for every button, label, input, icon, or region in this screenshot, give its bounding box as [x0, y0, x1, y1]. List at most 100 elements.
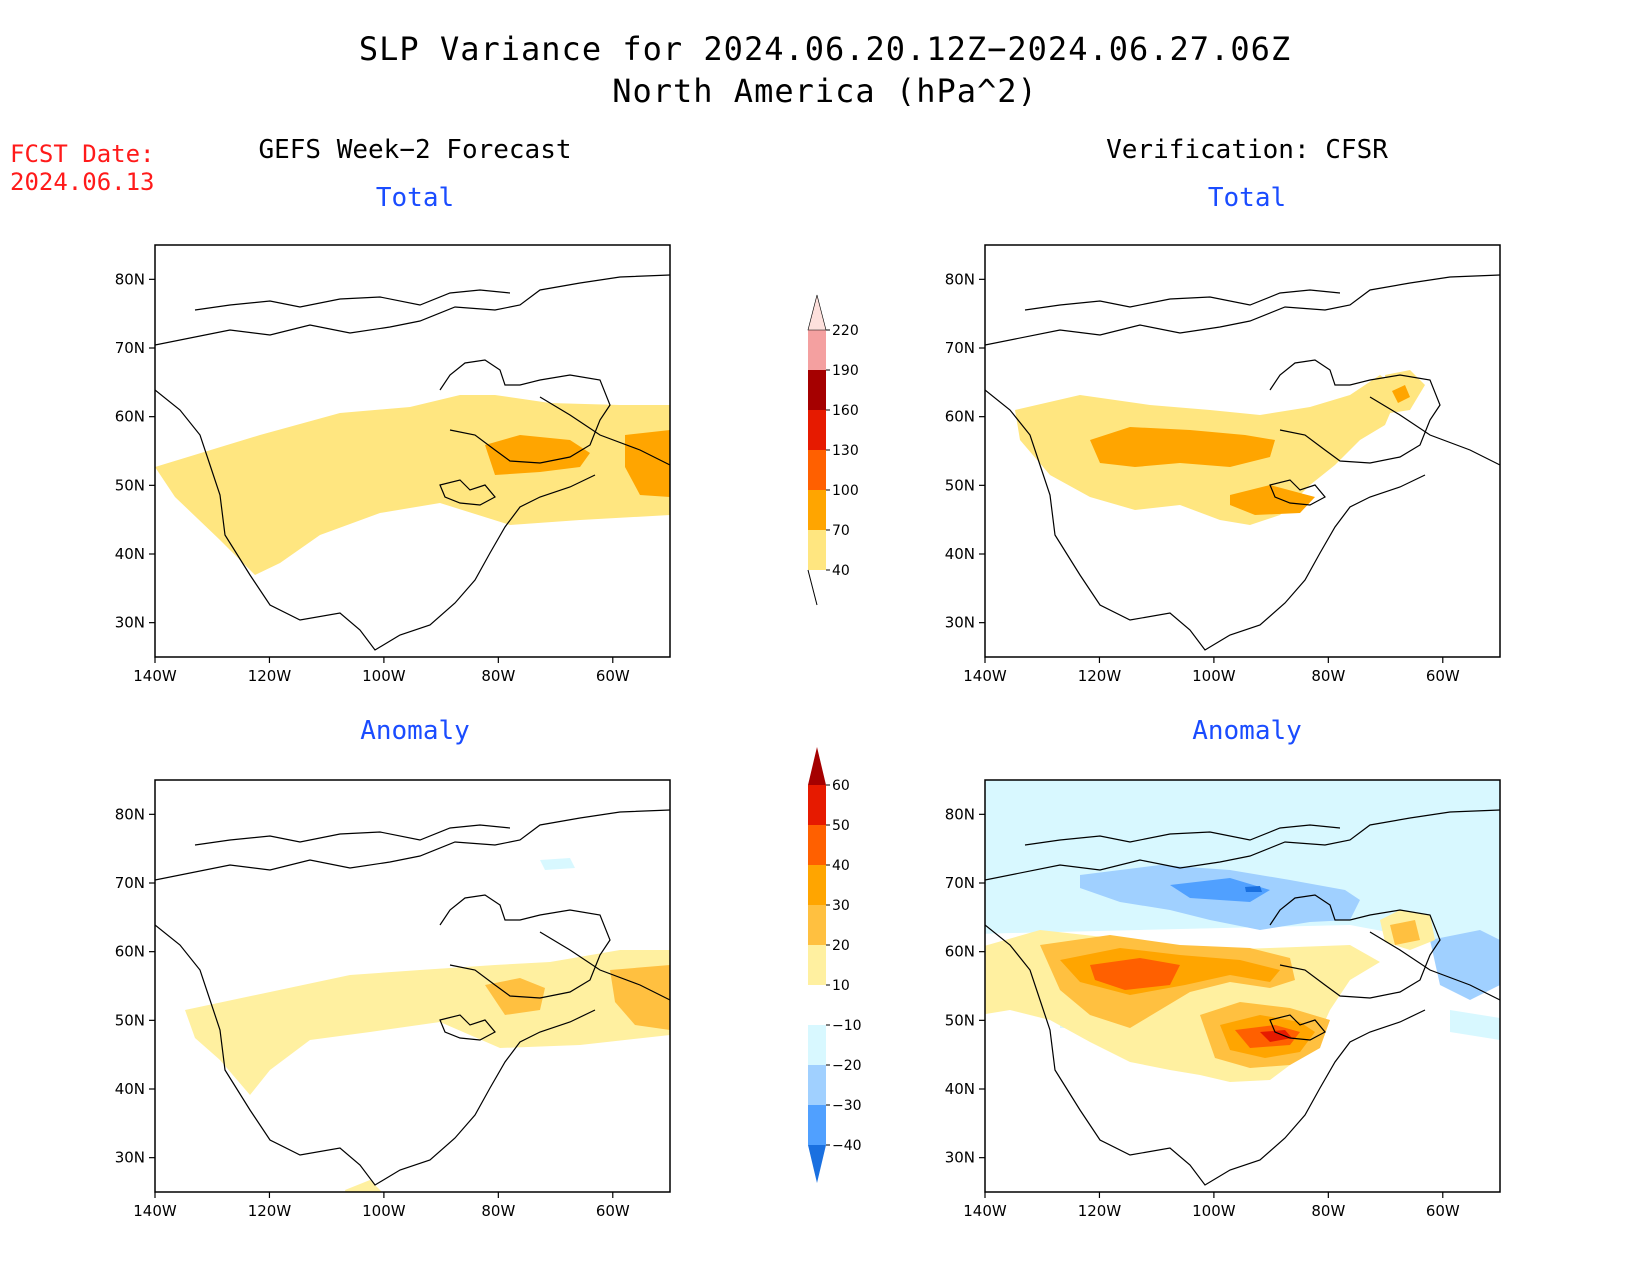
anomaly-negative-region — [985, 920, 1500, 940]
coastline — [155, 274, 670, 346]
lon-tick-label: 140W — [133, 667, 177, 685]
colorbar-label: 70 — [832, 523, 850, 539]
main-title: SLP Variance for 2024.06.20.12Z−2024.06.… — [358, 30, 1292, 68]
lon-tick-label: 100W — [362, 667, 406, 685]
colorbar-label: 40 — [832, 858, 850, 874]
labrador-coastline — [539, 396, 670, 466]
anomaly-negative-region — [540, 858, 575, 870]
colorbar-label: −40 — [832, 1138, 862, 1154]
lat-tick-label: 40N — [945, 545, 975, 563]
hudson-bay-coastline — [439, 359, 611, 464]
anomaly-minus20-region — [1430, 930, 1500, 1000]
verification-total-map: 80N 70N 60N 50N 40N 30N 140W 120W 100W 80W 60W — [930, 244, 1501, 685]
lon-tick-label: 60W — [596, 1202, 630, 1220]
colorbar-label: 100 — [832, 483, 859, 499]
lat-tick-label: 60N — [115, 943, 145, 961]
colorbar-label: 130 — [832, 443, 859, 459]
left-column-heading: GEFS Week−2 Forecast — [258, 135, 572, 165]
colorbar-label: 20 — [832, 938, 850, 954]
colorbar-label: 190 — [832, 363, 859, 379]
lon-tick-label: 60W — [596, 667, 630, 685]
coastline — [155, 389, 596, 651]
verification-total-heading: Total — [1207, 183, 1287, 213]
hudson-bay-coastline — [1269, 894, 1441, 999]
coastline — [985, 924, 1426, 1186]
lat-tick-label: 50N — [115, 1011, 145, 1029]
colorbar-segment — [808, 825, 826, 865]
colorbar-segment — [808, 785, 826, 825]
lat-tick-label: 60N — [115, 408, 145, 426]
variance-40-70-region — [930, 420, 980, 475]
map-frame — [984, 779, 1501, 1193]
lat-tick-label: 40N — [945, 1080, 975, 1098]
fcst-date: 2024.06.13 — [10, 168, 155, 196]
variance-70-100-region — [625, 430, 670, 497]
coastline — [1024, 289, 1341, 311]
lat-tick-label: 60N — [945, 943, 975, 961]
great-lakes — [1269, 1014, 1326, 1041]
variance-40-70-region — [155, 395, 670, 575]
colorbar-label: 10 — [832, 978, 850, 994]
lat-tick-label: 60N — [945, 408, 975, 426]
lat-tick-label: 80N — [115, 270, 145, 288]
lon-tick-label: 80W — [1311, 1202, 1345, 1220]
lon-tick-label: 120W — [1078, 667, 1122, 685]
subtitle: North America (hPa^2) — [612, 72, 1038, 110]
lon-tick-label: 100W — [362, 1202, 406, 1220]
variance-70-100-region — [1230, 485, 1315, 515]
anomaly-50-60-region — [1260, 1030, 1292, 1042]
anomaly-10-20-region — [185, 950, 670, 1095]
map-frame — [154, 779, 671, 1193]
lon-tick-label: 140W — [133, 1202, 177, 1220]
lat-tick-label: 40N — [115, 545, 145, 563]
hudson-bay-coastline — [439, 894, 611, 999]
lon-tick-label: 140W — [963, 667, 1007, 685]
fcst-label: FCST Date: — [10, 140, 155, 168]
anomaly-colorbar: 60 50 40 30 20 10 −10 −20 −30 −40 — [808, 747, 862, 1183]
lat-tick-label: 80N — [945, 270, 975, 288]
lat-tick-label: 30N — [945, 614, 975, 632]
verification-anomaly-heading: Anomaly — [1192, 716, 1302, 746]
colorbar-segment — [808, 1025, 826, 1065]
forecast-anomaly-map: 80N 70N 60N 50N 40N 30N 140W 120W 100W 80W 60W — [115, 779, 671, 1220]
anomaly-minus30-region — [1170, 878, 1270, 902]
colorbar-label: −10 — [832, 1018, 862, 1034]
labrador-coastline — [539, 931, 670, 1001]
right-column-heading: Verification: CFSR — [1106, 135, 1388, 165]
coastline — [155, 809, 670, 881]
colorbar-segment — [808, 410, 826, 450]
lat-tick-label: 50N — [945, 476, 975, 494]
colorbar-label: 30 — [832, 898, 850, 914]
colorbar-label: 160 — [832, 403, 859, 419]
colorbar-segment — [808, 490, 826, 530]
lon-tick-label: 60W — [1426, 667, 1460, 685]
colorbar-label: 50 — [832, 818, 850, 834]
anomaly-minus40-region — [1245, 886, 1262, 892]
lat-tick-label: 40N — [115, 1080, 145, 1098]
coastline — [985, 389, 1426, 651]
lat-tick-label: 80N — [945, 805, 975, 823]
verification-anomaly-map: 80N 70N 60N 50N 40N 30N 140W 120W 100W 80W 60W — [945, 779, 1501, 1220]
lon-tick-label: 100W — [1192, 1202, 1236, 1220]
lon-tick-label: 80W — [1311, 667, 1345, 685]
lat-tick-label: 70N — [115, 339, 145, 357]
great-lakes — [1269, 479, 1326, 506]
colorbar-segment — [808, 865, 826, 905]
forecast-total-heading: Total — [375, 183, 455, 213]
lat-tick-label: 70N — [115, 874, 145, 892]
colorbar-tail — [807, 569, 818, 606]
colorbar-label: 220 — [832, 323, 859, 339]
colorbar-segment — [808, 330, 826, 370]
lon-tick-label: 60W — [1426, 1202, 1460, 1220]
anomaly-negative-region — [1450, 1010, 1500, 1040]
colorbar-segment — [807, 294, 827, 331]
colorbar-label: 60 — [832, 778, 850, 794]
lat-tick-label: 30N — [115, 1149, 145, 1167]
colorbar-segment — [808, 945, 826, 985]
variance-70-100-region — [1392, 385, 1410, 403]
colorbar-segment — [808, 370, 826, 410]
anomaly-20-30-region — [610, 965, 670, 1030]
total-colorbar: 40 70 100 130 160 190 220 — [807, 294, 859, 606]
forecast-anomaly-heading: Anomaly — [360, 716, 470, 746]
coastline — [985, 809, 1500, 881]
